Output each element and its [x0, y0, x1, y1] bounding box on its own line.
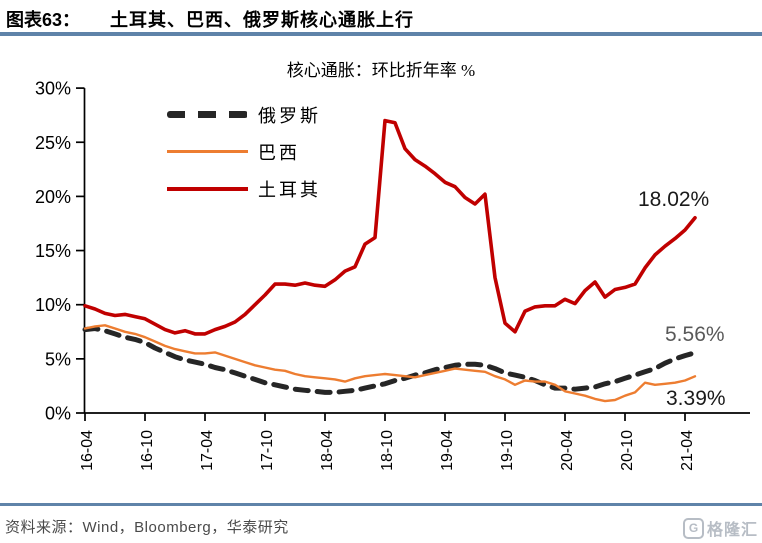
chart-title: 核心通胀：环比折年率 % [286, 61, 476, 80]
brazil-end-value-label: 3.39% [666, 387, 726, 410]
svg-text:17-04: 17-04 [199, 430, 216, 471]
legend-label-brazil: 巴西 [258, 142, 300, 163]
gelonghui-logo-icon: G [682, 517, 704, 539]
legend-label-turkey: 土耳其 [258, 179, 321, 200]
svg-text:0%: 0% [45, 404, 71, 424]
svg-text:25%: 25% [35, 133, 71, 153]
chart-legend: 俄罗斯 巴西 土耳其 [167, 96, 321, 207]
svg-text:16-10: 16-10 [139, 430, 156, 471]
brazil-line-swatch [167, 150, 248, 153]
figure-header: 图表63： 土耳其、巴西、俄罗斯核心通胀上行 [6, 6, 762, 32]
legend-item-russia: 俄罗斯 [167, 96, 321, 133]
svg-text:30%: 30% [35, 79, 71, 99]
legend-item-brazil: 巴西 [167, 133, 321, 170]
top-divider [0, 32, 762, 36]
bottom-divider [0, 503, 762, 506]
svg-text:5%: 5% [45, 349, 71, 369]
figure-title: 土耳其、巴西、俄罗斯核心通胀上行 [110, 10, 415, 30]
svg-text:18-04: 18-04 [319, 430, 336, 471]
figure-number: 图表63： [6, 10, 81, 30]
svg-text:20-04: 20-04 [559, 430, 576, 471]
russia-dashed-line-swatch [167, 111, 248, 118]
data-source-note: 资料来源：Wind，Bloomberg，华泰研究 [5, 519, 289, 536]
svg-text:18-10: 18-10 [379, 430, 396, 471]
legend-item-turkey: 土耳其 [167, 170, 321, 207]
svg-text:16-04: 16-04 [79, 430, 96, 471]
svg-text:20%: 20% [35, 187, 71, 207]
svg-text:10%: 10% [35, 295, 71, 315]
gelonghui-watermark: G 格隆汇 [682, 516, 758, 540]
svg-text:19-10: 19-10 [499, 430, 516, 471]
turkey-line-swatch [167, 186, 248, 191]
gelonghui-logo-text: 格隆汇 [706, 522, 758, 539]
russia-end-value-label: 5.56% [665, 323, 725, 346]
svg-text:20-10: 20-10 [619, 430, 636, 471]
legend-label-russia: 俄罗斯 [258, 105, 321, 126]
svg-text:21-04: 21-04 [679, 430, 696, 471]
svg-text:19-04: 19-04 [439, 430, 456, 471]
inflation-line-chart: 0% 5% 10% 15% 20% 25% 30% 16-04 16-10 17-04 17-10 1… [35, 79, 750, 471]
turkey-end-value-label: 18.02% [638, 188, 710, 211]
svg-text:15%: 15% [35, 241, 71, 261]
svg-text:17-10: 17-10 [259, 430, 276, 471]
